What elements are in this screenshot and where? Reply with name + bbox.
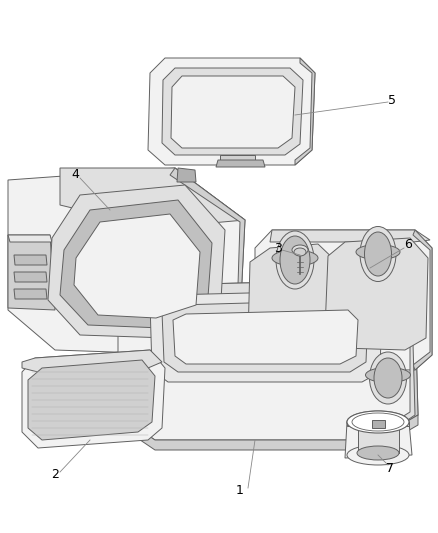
Polygon shape [48,185,225,338]
Polygon shape [14,272,47,282]
Ellipse shape [347,411,409,433]
Ellipse shape [292,245,308,255]
Polygon shape [358,422,399,453]
Polygon shape [248,244,340,358]
Polygon shape [8,235,55,310]
Polygon shape [365,290,415,440]
Ellipse shape [370,352,406,404]
Polygon shape [118,285,155,312]
Polygon shape [60,200,212,328]
Polygon shape [118,280,418,440]
Polygon shape [162,68,303,155]
Polygon shape [372,420,385,428]
Polygon shape [216,160,265,167]
Polygon shape [150,290,382,382]
Text: 6: 6 [404,238,412,252]
Polygon shape [14,289,47,299]
Polygon shape [171,76,295,148]
Ellipse shape [294,248,306,256]
Ellipse shape [347,411,409,433]
Ellipse shape [352,413,404,431]
Polygon shape [370,280,418,440]
Ellipse shape [352,413,404,431]
Text: 4: 4 [71,168,79,182]
Polygon shape [22,350,162,372]
Ellipse shape [357,446,399,460]
Polygon shape [220,155,255,165]
Polygon shape [255,230,432,370]
Ellipse shape [356,245,400,260]
Polygon shape [177,168,196,182]
Polygon shape [60,168,245,228]
Polygon shape [8,235,52,242]
Ellipse shape [360,227,396,281]
Polygon shape [270,230,430,242]
Polygon shape [173,310,358,364]
Polygon shape [325,238,428,350]
Ellipse shape [374,358,402,398]
Ellipse shape [276,231,314,289]
Polygon shape [347,422,409,426]
Polygon shape [22,350,165,448]
Polygon shape [14,255,47,265]
Polygon shape [148,58,315,165]
Polygon shape [295,58,315,165]
Polygon shape [8,168,245,355]
Ellipse shape [357,415,399,429]
Text: 7: 7 [386,462,394,474]
Polygon shape [155,280,393,298]
Text: 2: 2 [51,469,59,481]
Polygon shape [74,214,200,318]
Polygon shape [413,230,432,370]
Text: 5: 5 [388,93,396,107]
Polygon shape [28,360,155,440]
Polygon shape [118,415,418,450]
Polygon shape [162,300,368,372]
Ellipse shape [365,367,410,383]
Text: 1: 1 [236,483,244,497]
Ellipse shape [272,250,318,266]
Ellipse shape [280,236,310,284]
Ellipse shape [364,232,392,276]
Polygon shape [345,422,412,458]
Text: 3: 3 [274,241,282,254]
Polygon shape [170,168,245,355]
Ellipse shape [347,445,409,465]
